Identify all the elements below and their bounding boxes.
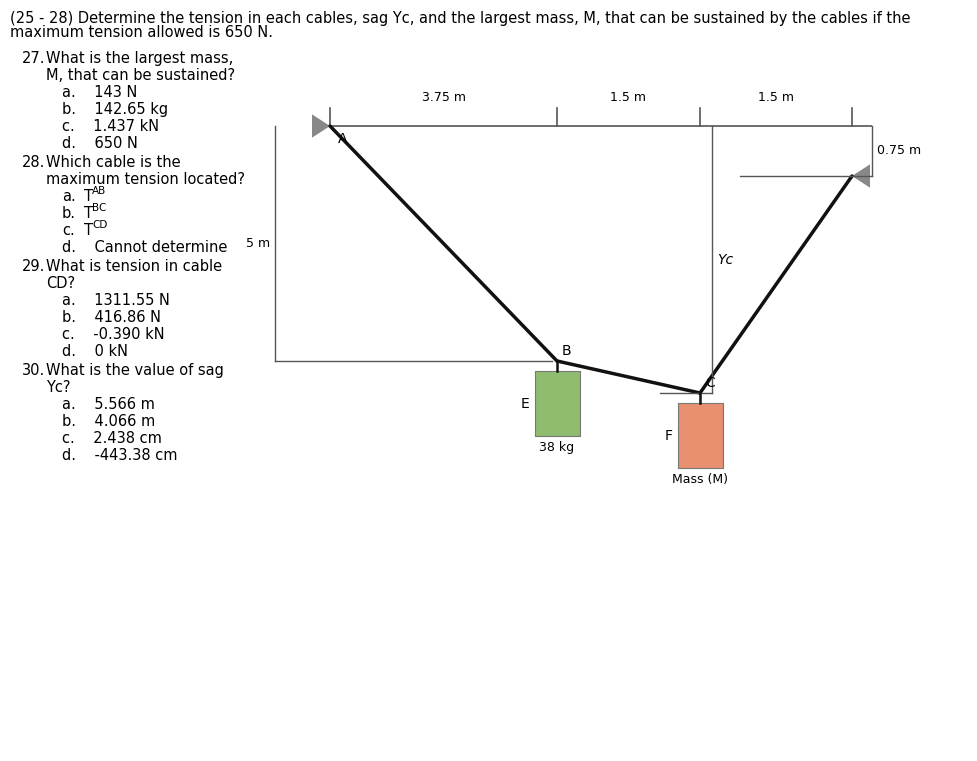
Text: C: C [704,376,714,390]
Text: maximum tension located?: maximum tension located? [46,172,245,187]
Bar [677,403,722,468]
Text: AB: AB [92,186,106,196]
Text: a.    5.566 m: a. 5.566 m [62,397,154,412]
Text: 1.5 m: 1.5 m [757,91,793,104]
Text: T: T [84,206,93,221]
Text: c.    -0.390 kN: c. -0.390 kN [62,327,164,342]
Text: 5 m: 5 m [245,237,270,250]
Text: 30.: 30. [21,363,45,378]
Text: 28.: 28. [21,155,45,170]
Text: B: B [562,344,571,358]
Text: b.    4.066 m: b. 4.066 m [62,414,155,429]
Text: T: T [84,223,93,238]
Text: CD?: CD? [46,276,75,291]
Text: maximum tension allowed is 650 N.: maximum tension allowed is 650 N. [10,25,273,40]
Text: b.: b. [62,206,76,221]
Text: E: E [520,396,529,410]
Text: What is the value of sag: What is the value of sag [46,363,224,378]
Text: c.    2.438 cm: c. 2.438 cm [62,431,162,446]
Text: F: F [663,428,672,442]
Text: d.    650 N: d. 650 N [62,136,138,151]
Bar [534,371,579,436]
Polygon shape [851,164,870,188]
Text: 29.: 29. [21,259,45,274]
Text: (25 - 28) Determine the tension in each cables, sag Yc, and the largest mass, M,: (25 - 28) Determine the tension in each … [10,11,910,26]
Text: d.    -443.38 cm: d. -443.38 cm [62,448,177,463]
Text: b.    416.86 N: b. 416.86 N [62,310,161,325]
Text: Yc?: Yc? [46,380,70,395]
Text: c.    1.437 kN: c. 1.437 kN [62,119,159,134]
Text: Mass (M): Mass (M) [671,473,727,486]
Text: T: T [84,189,93,204]
Text: BC: BC [92,203,106,213]
Polygon shape [312,114,329,138]
Text: Yc: Yc [716,253,733,266]
Text: What is the largest mass,: What is the largest mass, [46,51,233,66]
Text: c.: c. [62,223,74,238]
Text: CD: CD [92,220,107,230]
Text: 1.5 m: 1.5 m [610,91,646,104]
Text: d.    0 kN: d. 0 kN [62,344,128,359]
Text: 3.75 m: 3.75 m [421,91,465,104]
Text: d.    Cannot determine: d. Cannot determine [62,240,227,255]
Text: A: A [338,132,347,146]
Text: a.: a. [62,189,75,204]
Text: b.    142.65 kg: b. 142.65 kg [62,102,168,117]
Text: 38 kg: 38 kg [539,441,573,454]
Text: a.    1311.55 N: a. 1311.55 N [62,293,170,308]
Text: M, that can be sustained?: M, that can be sustained? [46,68,234,83]
Text: Which cable is the: Which cable is the [46,155,181,170]
Text: 27.: 27. [21,51,46,66]
Text: a.    143 N: a. 143 N [62,85,137,100]
Text: What is tension in cable: What is tension in cable [46,259,222,274]
Text: 0.75 m: 0.75 m [876,145,920,158]
